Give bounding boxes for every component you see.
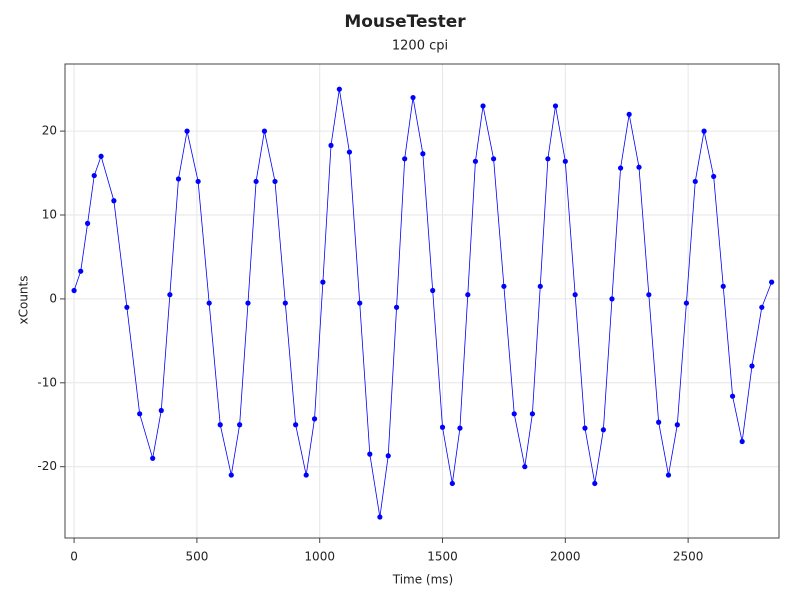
series-line — [73, 89, 773, 518]
data-point — [402, 156, 408, 162]
data-point — [449, 480, 455, 487]
data-point — [158, 407, 164, 414]
data-point — [683, 300, 690, 306]
data-point — [769, 279, 775, 285]
data-point — [367, 451, 373, 457]
x-tick-label: 1000 — [304, 550, 335, 564]
data-point — [253, 178, 259, 185]
data-point — [600, 427, 606, 433]
y-tick-label: -20 — [37, 459, 57, 473]
y-tick-label: 0 — [49, 291, 57, 305]
data-point — [346, 149, 353, 155]
data-point — [245, 300, 251, 306]
data-point — [749, 363, 755, 369]
data-point — [472, 158, 479, 164]
x-tick-label: 0 — [70, 550, 78, 564]
data-point — [439, 424, 446, 430]
data-point — [78, 268, 84, 274]
data-point — [457, 425, 463, 431]
chart-subtitle: 1200 cpi — [392, 39, 448, 54]
data-point — [311, 416, 318, 422]
data-point — [282, 300, 288, 306]
data-point — [720, 283, 726, 289]
data-point — [184, 128, 190, 134]
data-point — [537, 283, 543, 289]
data-point — [84, 220, 91, 226]
x-tick-label: 2000 — [550, 550, 581, 564]
data-point — [665, 472, 672, 478]
data-point — [124, 304, 130, 310]
x-tick-label: 2500 — [673, 550, 704, 564]
data-point — [646, 292, 652, 298]
data-point — [636, 164, 642, 170]
data-point — [552, 103, 559, 109]
data-point — [545, 156, 551, 162]
data-point — [137, 411, 143, 417]
data-point — [529, 411, 536, 417]
data-point — [336, 86, 342, 92]
data-point — [501, 283, 507, 289]
data-point — [420, 151, 426, 157]
data-point — [328, 142, 334, 148]
data-point — [562, 158, 568, 164]
data-point — [692, 178, 698, 185]
x-tick-label: 1500 — [427, 550, 458, 564]
data-point — [195, 178, 201, 185]
data-point — [701, 128, 707, 134]
chart-title: MouseTester — [344, 12, 466, 32]
data-point — [237, 422, 243, 428]
data-point — [465, 292, 471, 298]
data-point — [592, 480, 598, 487]
plot-frame — [64, 63, 780, 539]
data-point — [377, 514, 383, 520]
data-point — [175, 176, 182, 182]
data-point — [71, 287, 77, 294]
data-point — [385, 453, 391, 459]
data-point — [480, 103, 486, 109]
data-point — [759, 304, 765, 310]
data-point — [91, 172, 97, 179]
data-point — [609, 296, 615, 302]
data-point — [393, 304, 400, 310]
x-tick-label: 500 — [185, 550, 208, 564]
data-point — [511, 411, 517, 417]
data-point — [217, 422, 223, 428]
data-point — [522, 464, 528, 470]
y-axis-label: xCounts — [17, 276, 31, 325]
data-point — [572, 292, 578, 298]
data-point — [582, 425, 588, 431]
data-point — [320, 279, 326, 285]
data-point — [410, 94, 416, 101]
data-point — [261, 128, 268, 134]
data-point — [617, 165, 624, 171]
data-point — [656, 419, 662, 425]
data-point — [711, 173, 717, 180]
data-point — [167, 292, 173, 298]
data-point — [111, 198, 117, 204]
data-point — [303, 472, 309, 478]
data-point — [272, 178, 278, 185]
data-point — [626, 111, 632, 117]
y-tick-label: -10 — [37, 375, 57, 389]
data-point — [674, 422, 680, 428]
data-point — [98, 153, 104, 159]
data-point — [293, 422, 299, 428]
x-axis-label: Time (ms) — [392, 573, 454, 587]
data-point — [739, 438, 745, 445]
y-tick-label: 10 — [42, 208, 57, 222]
y-tick-label: 20 — [42, 124, 57, 138]
data-point — [228, 472, 234, 478]
data-point — [150, 455, 156, 461]
data-point — [729, 393, 736, 399]
data-point — [206, 300, 212, 306]
data-point — [430, 287, 436, 294]
data-point — [357, 300, 363, 306]
data-point — [490, 156, 497, 162]
